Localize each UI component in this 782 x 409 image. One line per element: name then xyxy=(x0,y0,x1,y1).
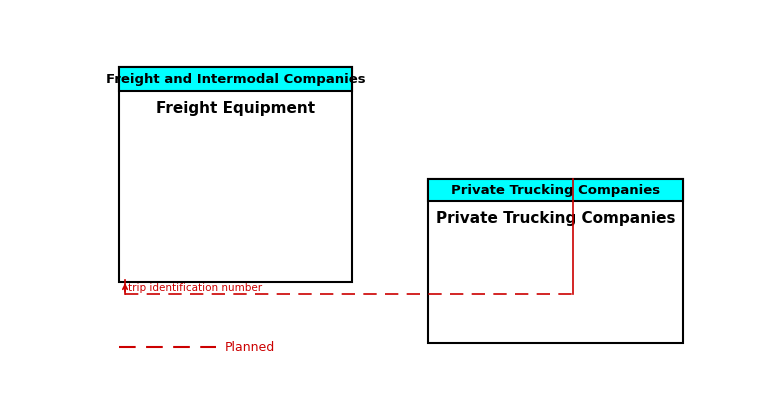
Text: trip identification number: trip identification number xyxy=(128,282,262,292)
Text: Planned: Planned xyxy=(225,340,275,353)
Bar xyxy=(119,68,353,282)
Bar xyxy=(428,180,683,344)
Text: Freight Equipment: Freight Equipment xyxy=(156,101,315,116)
Bar xyxy=(428,180,683,201)
Text: Freight and Intermodal Companies: Freight and Intermodal Companies xyxy=(106,73,365,86)
Text: Private Trucking Companies: Private Trucking Companies xyxy=(450,184,660,197)
Text: Private Trucking Companies: Private Trucking Companies xyxy=(436,211,675,225)
Bar xyxy=(119,68,353,92)
